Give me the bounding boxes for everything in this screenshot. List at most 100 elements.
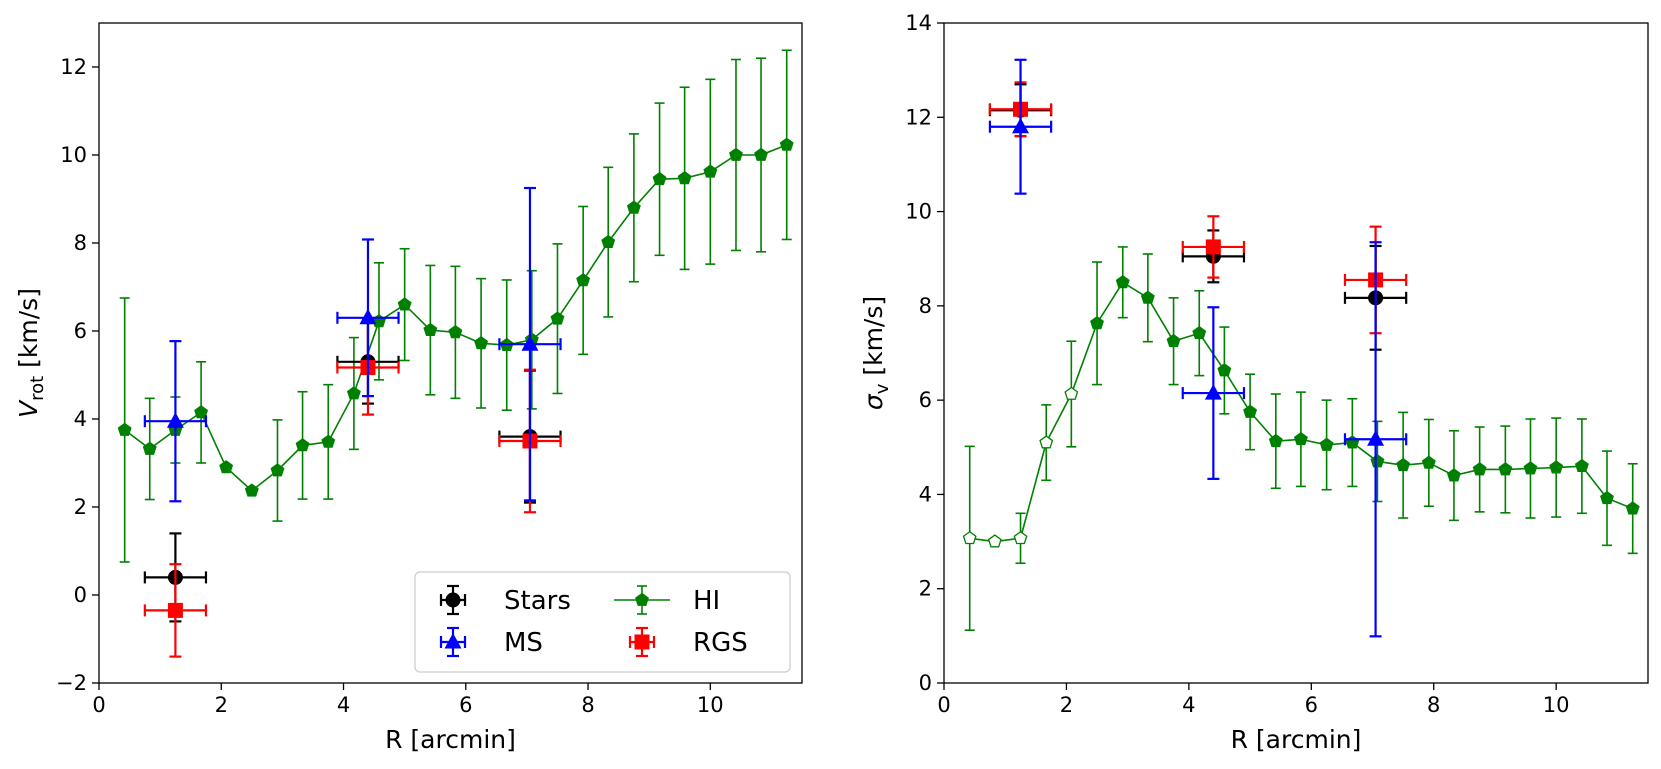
y-tick-label: 8 [74, 231, 87, 255]
axes-frame [943, 22, 1649, 684]
data-point-rgs [1205, 239, 1221, 255]
data-point-hi [1115, 274, 1130, 289]
right-panel-velocity-dispersion: 0 2 4 6 8 10 0 2 4 6 8 10 12 14 R [arcmin] σv [km/s] [859, 11, 1649, 754]
data-point-ms [166, 412, 184, 428]
y-tick-label: 8 [919, 294, 932, 318]
legend-marker [444, 633, 462, 649]
data-point-rgs [167, 602, 183, 618]
data-point-hi [1293, 431, 1308, 446]
legend-label: RGS [693, 628, 748, 658]
legend-entry-ms: MS [439, 626, 543, 658]
data-point-hi [244, 483, 259, 497]
x-tick-label: 2 [215, 693, 228, 717]
data-point-hi [270, 463, 285, 477]
data-point-hi [1574, 458, 1589, 473]
y-axis-label-symbol: V [14, 399, 43, 418]
data-point-hi [779, 137, 794, 151]
data-point-hi [962, 530, 977, 545]
y-tick-label: 12 [60, 55, 87, 79]
data-point-hi [474, 336, 489, 350]
legend-label: MS [504, 628, 543, 658]
legend-label: HI [693, 586, 720, 616]
data-point-hi [1268, 433, 1283, 448]
data-point-hi [1192, 325, 1207, 340]
y-axis-label-unit: [km/s] [14, 288, 43, 376]
data-point-hi [601, 234, 616, 249]
series-hi [117, 49, 794, 563]
data-point-hi [729, 147, 743, 161]
data-point-hi [423, 322, 438, 337]
data-point-hi [1243, 404, 1258, 418]
x-tick-label: 0 [92, 693, 105, 717]
data-point-hi [1446, 468, 1461, 482]
y-tick-label: 4 [74, 407, 87, 431]
x-tick-label: 10 [1543, 693, 1570, 717]
data-point-hi [1549, 460, 1564, 474]
data-point-hi [194, 405, 209, 419]
data-point-hi [1370, 454, 1385, 468]
data-point-hi [142, 441, 157, 455]
y-tick-label: 4 [919, 482, 932, 506]
legend-label: Stars [504, 586, 571, 616]
data-point-hi [1064, 386, 1079, 400]
y-tick-label: 0 [919, 671, 932, 695]
data-point-ms [521, 335, 539, 351]
data-point-hi [1421, 455, 1436, 469]
legend: Stars MS HI RGS [414, 571, 791, 673]
legend-entry-rgs: RGS [628, 626, 748, 658]
data-point-hi [1396, 457, 1411, 472]
y-tick-label: 2 [74, 495, 87, 519]
data-point-hi [1013, 530, 1028, 545]
x-tick-label: 10 [697, 693, 724, 717]
data-point-hi [703, 164, 718, 178]
data-point-hi [1140, 290, 1155, 304]
x-tick-label: 4 [337, 693, 350, 717]
legend-box [414, 571, 791, 673]
data-point-hi [1319, 437, 1334, 451]
x-tick-label: 8 [581, 693, 594, 717]
data-point-ms [1367, 430, 1385, 446]
data-point-hi [754, 147, 768, 161]
y-tick-label: 6 [74, 319, 87, 343]
x-tick-label: 8 [1427, 693, 1440, 717]
y-tick-label: 10 [905, 200, 932, 224]
data-point-hi [1625, 501, 1640, 515]
x-tick-label: 2 [1060, 693, 1073, 717]
y-axis-label-subscript: v [872, 383, 893, 394]
series-ms [143, 186, 562, 503]
data-point-hi [550, 311, 565, 325]
data-point-hi [1090, 315, 1104, 330]
legend-marker [445, 592, 461, 608]
series-ms [988, 58, 1408, 638]
x-tick-label: 4 [1182, 693, 1195, 717]
data-point-hi [219, 460, 234, 474]
y-axis-label-subscript: rot [27, 376, 48, 401]
data-point-hi [1166, 333, 1181, 348]
data-point-hi [987, 534, 1002, 548]
data-point-hi [576, 273, 591, 287]
x-tick-label: 0 [937, 693, 950, 717]
legend-marker [634, 634, 650, 650]
axes-frame [98, 22, 803, 684]
x-tick-label: 6 [1305, 693, 1318, 717]
x-axis-label: R [arcmin] [385, 725, 516, 754]
y-tick-label: 14 [905, 11, 932, 35]
y-axis-label-symbol: σ [859, 393, 888, 410]
y-axis-label: σv [km/s] [859, 296, 893, 410]
legend-entry-hi: HI [614, 585, 720, 616]
legend-marker [635, 592, 649, 606]
y-tick-label: −2 [56, 671, 87, 695]
data-point-hi [652, 171, 667, 186]
data-point-hi [346, 386, 361, 400]
data-point-hi [626, 200, 641, 214]
data-point-hi [1039, 435, 1054, 449]
y-axis-label-unit: [km/s] [859, 296, 888, 384]
y-tick-label: 6 [919, 388, 932, 412]
data-point-hi [1523, 461, 1538, 475]
legend-entry-stars: Stars [439, 584, 571, 616]
data-point-hi [1217, 363, 1232, 377]
data-point-hi [117, 422, 132, 436]
